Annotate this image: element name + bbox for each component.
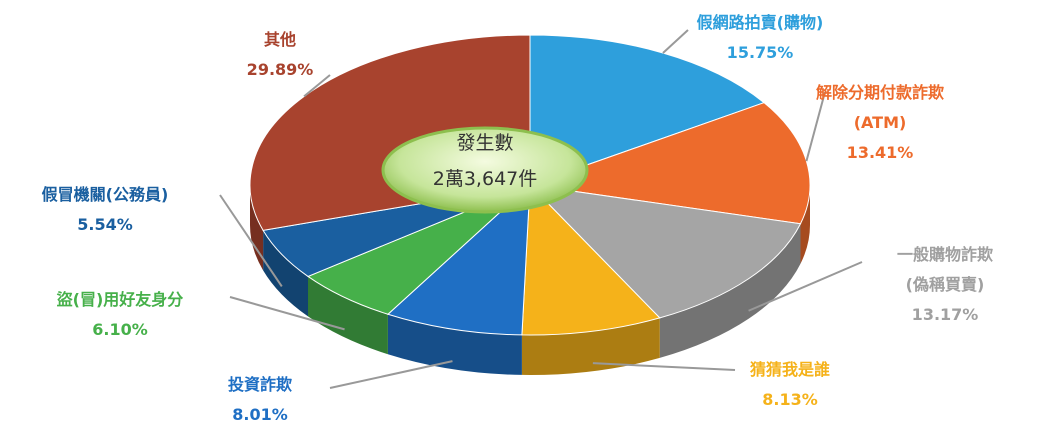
leader-line: [662, 29, 689, 54]
slice: [386, 183, 531, 336]
slice-label: 投資詐欺 8.01%: [228, 370, 292, 425]
value-label: 29.89%: [246, 60, 314, 79]
slice-label: 假網路拍賣(購物) 15.75%: [697, 8, 824, 68]
value-label: 5.54%: [77, 215, 133, 234]
leader-line: [329, 360, 453, 389]
value-label: 8.01%: [232, 405, 288, 424]
slice-label: 其他 29.89%: [247, 25, 314, 85]
slice-side: [263, 230, 309, 317]
value-label: 6.10%: [92, 320, 148, 339]
slice: [528, 184, 802, 319]
leader-line: [219, 194, 283, 287]
slice: [529, 34, 766, 186]
leader-line: [748, 261, 863, 312]
category-label: 一般購物詐欺 (偽稱買賣): [896, 245, 994, 294]
center-title: 發生數: [456, 132, 514, 154]
category-label: 盜(冒)用好友身分: [56, 290, 184, 309]
leader-line: [303, 74, 331, 98]
leader-line: [229, 296, 345, 331]
slice-label: 解除分期付款詐欺 (ATM) 13.41%: [816, 78, 944, 168]
category-label: 猜猜我是誰: [749, 360, 831, 379]
slice-label: 猜猜我是誰 8.13%: [750, 355, 830, 415]
category-label: 解除分期付款詐欺 (ATM): [815, 83, 945, 132]
category-label: 假網路拍賣(購物): [696, 13, 824, 32]
slice-side: [308, 276, 388, 355]
category-label: 其他: [263, 30, 297, 49]
value-label: 13.17%: [911, 305, 979, 324]
slice-label: 一般購物詐欺 (偽稱買賣) 13.17%: [897, 240, 993, 330]
leader-line: [592, 362, 736, 371]
value-label: 13.41%: [846, 143, 914, 162]
slice: [529, 102, 811, 225]
value-label: 15.75%: [726, 43, 794, 62]
category-label: 投資詐欺: [227, 375, 293, 394]
leader-line: [805, 91, 826, 162]
slice-label: 假冒機關(公務員) 5.54%: [42, 180, 169, 240]
slice-side: [250, 185, 264, 271]
slice-side: [659, 223, 801, 358]
center-badge: [381, 126, 589, 214]
center-value: 2萬3,647件: [432, 168, 538, 190]
category-label: 假冒機關(公務員): [41, 185, 169, 204]
slice-label: 盜(冒)用好友身分 6.10%: [57, 285, 184, 345]
value-label: 8.13%: [762, 390, 818, 409]
slice-side: [521, 317, 660, 375]
slice-side: [387, 314, 522, 375]
slice: [521, 183, 661, 336]
